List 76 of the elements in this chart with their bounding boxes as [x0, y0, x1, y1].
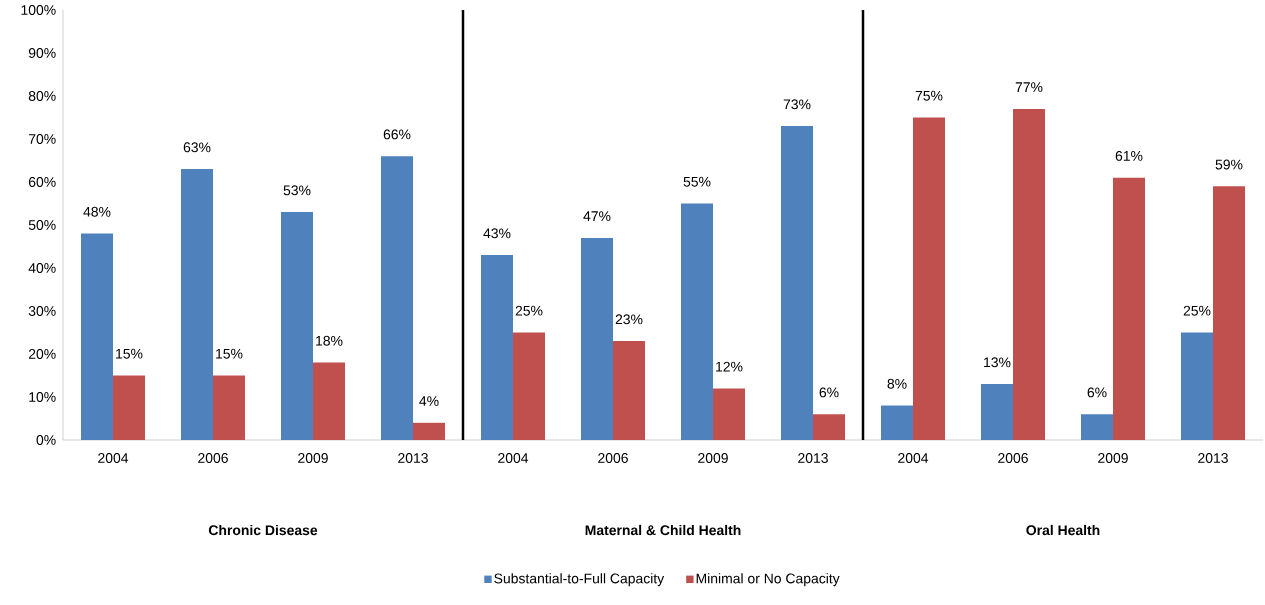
data-label: 66%: [383, 129, 411, 140]
x-tick-label: 2004: [98, 453, 129, 463]
y-tick-label: 30%: [28, 306, 56, 316]
x-tick-label: 2009: [1098, 453, 1128, 463]
data-label: 4%: [419, 396, 439, 406]
bar: [413, 422, 445, 440]
data-label: 47%: [583, 211, 611, 222]
bar: [313, 362, 345, 440]
data-label: 61%: [1115, 150, 1143, 161]
bar: [113, 375, 145, 440]
data-label: 75%: [915, 90, 943, 101]
bar: [481, 255, 513, 440]
data-label: 53%: [283, 185, 311, 196]
data-label: 55%: [683, 176, 711, 187]
data-label: 6%: [1087, 387, 1107, 398]
bar: [1081, 414, 1113, 440]
bar: [281, 212, 313, 440]
data-label: 6%: [819, 387, 839, 398]
data-label: 12%: [716, 361, 743, 372]
bar: [81, 233, 113, 440]
data-label: 73%: [783, 99, 811, 110]
x-tick-label: 2009: [298, 453, 328, 463]
x-tick-label: 2013: [398, 453, 428, 463]
bar: [381, 156, 413, 440]
x-tick-label: 2013: [1198, 453, 1228, 463]
bar: [781, 126, 813, 440]
x-tick-label: 2006: [998, 453, 1028, 463]
x-tick-label: 2013: [798, 453, 828, 463]
x-tick-label: 2009: [698, 453, 728, 463]
bar: [613, 341, 645, 440]
bar: [713, 388, 745, 440]
x-tick-label: 2006: [598, 453, 628, 463]
bar: [581, 237, 613, 440]
y-tick-label: 0%: [36, 435, 56, 445]
y-tick-label: 70%: [28, 134, 56, 144]
x-tick-label: 2006: [198, 453, 228, 463]
data-label: 15%: [216, 348, 243, 359]
data-label: 59%: [1215, 159, 1243, 170]
data-label: 18%: [316, 335, 343, 346]
legend-label: Substantial-to-Full Capacity: [494, 573, 665, 587]
x-tick-label: 2004: [898, 453, 929, 463]
bar: [513, 332, 545, 440]
bar: [913, 117, 945, 440]
bar: [213, 375, 245, 440]
data-label: 48%: [83, 206, 111, 217]
y-tick-label: 20%: [28, 349, 56, 359]
text: Maternal & Child Health: [585, 524, 741, 536]
y-tick-label: 10%: [29, 392, 56, 402]
data-label: 15%: [116, 348, 143, 359]
data-label: 23%: [615, 314, 643, 325]
data-label: 43%: [483, 228, 511, 239]
y-tick-label: 60%: [28, 177, 56, 187]
bar: [981, 384, 1013, 440]
data-label: 63%: [183, 142, 211, 153]
y-tick-label: 80%: [28, 91, 56, 101]
x-tick-label: 2004: [498, 453, 529, 463]
legend-label: Minimal or No Capacity: [696, 573, 840, 587]
bar: [881, 405, 913, 440]
bar: [1113, 177, 1145, 440]
data-label: 77%: [1015, 82, 1043, 93]
bar: [1213, 186, 1245, 440]
data-label: 25%: [515, 305, 543, 316]
y-tick-label: 50%: [28, 220, 56, 230]
text: Chronic Disease: [208, 524, 318, 536]
bar: [181, 169, 213, 440]
y-tick-label: 90%: [28, 48, 56, 58]
data-label: 25%: [1183, 305, 1211, 316]
bar: [681, 203, 713, 440]
data-label: 13%: [984, 357, 1011, 368]
data-label: 8%: [887, 378, 907, 389]
y-tick-label: 100%: [21, 5, 56, 15]
bar: [1181, 332, 1213, 440]
y-tick-label: 40%: [28, 263, 56, 273]
bar: [813, 414, 845, 440]
bar: [1013, 108, 1045, 440]
text: Oral Health: [1026, 524, 1100, 536]
